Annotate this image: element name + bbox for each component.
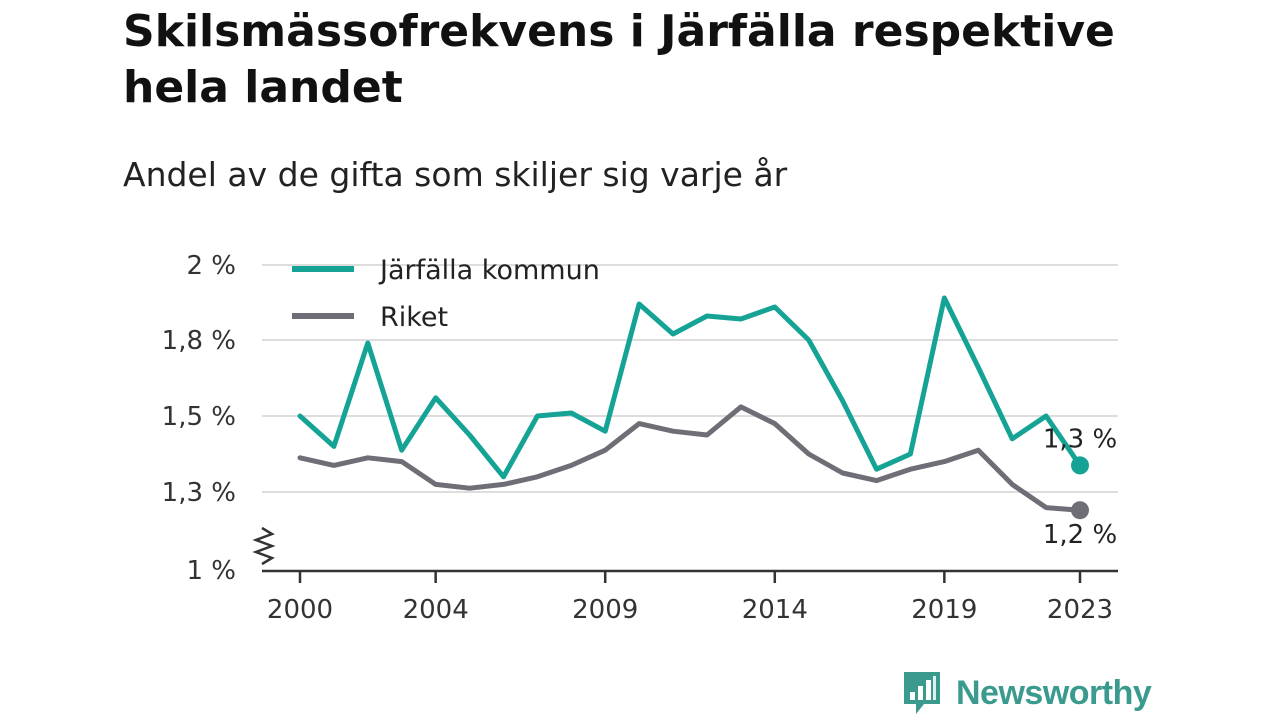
- series-layer: 1,2 % 1,3 %: [297, 295, 1117, 550]
- brand-logo: Newsworthy: [902, 670, 1152, 716]
- x-axis: 2000 2004 2009 2014 2019 2023: [262, 569, 1118, 625]
- gridlines: [262, 264, 1118, 493]
- series-line-0: [297, 295, 1083, 480]
- series-end-label: 1,2 %: [1043, 520, 1117, 550]
- legend: Järfälla kommun Riket: [292, 255, 600, 333]
- series-line-1: [297, 404, 1083, 513]
- y-tick-label: 1,8 %: [162, 326, 236, 356]
- x-tick-label: 2019: [911, 595, 977, 625]
- brand-name: Newsworthy: [956, 673, 1152, 712]
- x-tick-label: 2000: [267, 595, 333, 625]
- axis-break-icon: [252, 526, 276, 566]
- chart-subtitle: Andel av de gifta som skiljer sig varje …: [123, 155, 788, 194]
- y-tick-label: 1,3 %: [162, 478, 236, 508]
- x-tick-label: 2023: [1047, 595, 1113, 625]
- y-tick-label: 2 %: [186, 251, 236, 281]
- series-end-point: [1071, 456, 1089, 475]
- chart-title: Skilsmässofrekvens i Järfälla respektive…: [123, 6, 1115, 113]
- newsworthy-logo-icon: [904, 672, 940, 714]
- x-tick-label: 2004: [403, 595, 469, 625]
- y-tick-label: 1 %: [186, 556, 236, 586]
- legend-label: Riket: [380, 302, 448, 333]
- legend-label: Järfälla kommun: [378, 255, 600, 286]
- x-tick-label: 2009: [572, 595, 638, 625]
- y-tick-label: 1,5 %: [162, 402, 236, 432]
- x-tick-label: 2014: [742, 595, 808, 625]
- series-end-point: [1071, 501, 1089, 520]
- series-end-label: 1,3 %: [1043, 424, 1117, 454]
- y-axis-ticks: 1 % 1,3 % 1,5 % 1,8 % 2 %: [162, 251, 236, 586]
